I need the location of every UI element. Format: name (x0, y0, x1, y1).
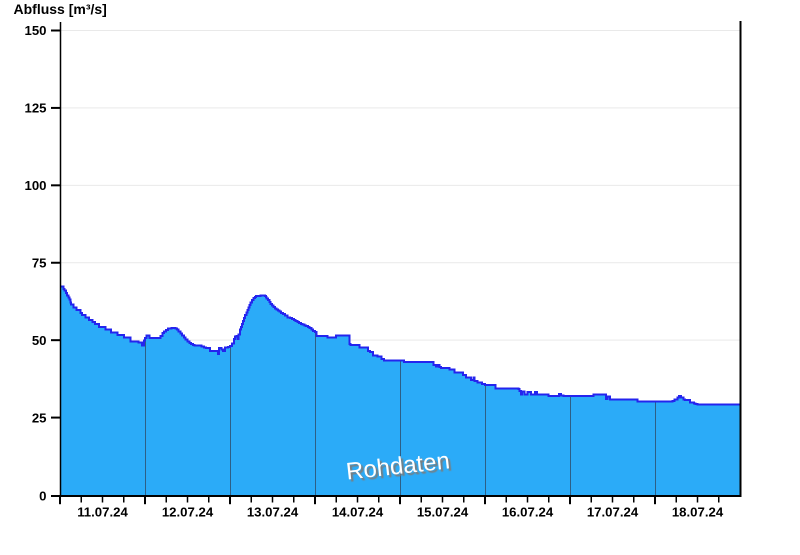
svg-text:150: 150 (24, 23, 46, 38)
svg-text:18.07.24: 18.07.24 (672, 505, 724, 520)
svg-text:0: 0 (39, 489, 46, 504)
svg-text:25: 25 (32, 410, 47, 425)
svg-text:14.07.24: 14.07.24 (332, 505, 384, 520)
svg-text:13.07.24: 13.07.24 (247, 505, 299, 520)
svg-text:17.07.24: 17.07.24 (587, 505, 639, 520)
svg-text:16.07.24: 16.07.24 (502, 505, 554, 520)
svg-text:11.07.24: 11.07.24 (77, 505, 128, 520)
svg-text:50: 50 (32, 333, 47, 348)
svg-text:Abfluss [m³/s]: Abfluss [m³/s] (14, 1, 107, 17)
svg-text:75: 75 (32, 255, 47, 270)
svg-text:100: 100 (24, 178, 46, 193)
svg-text:12.07.24: 12.07.24 (162, 505, 214, 520)
svg-text:15.07.24: 15.07.24 (417, 505, 469, 520)
svg-text:125: 125 (24, 101, 46, 116)
